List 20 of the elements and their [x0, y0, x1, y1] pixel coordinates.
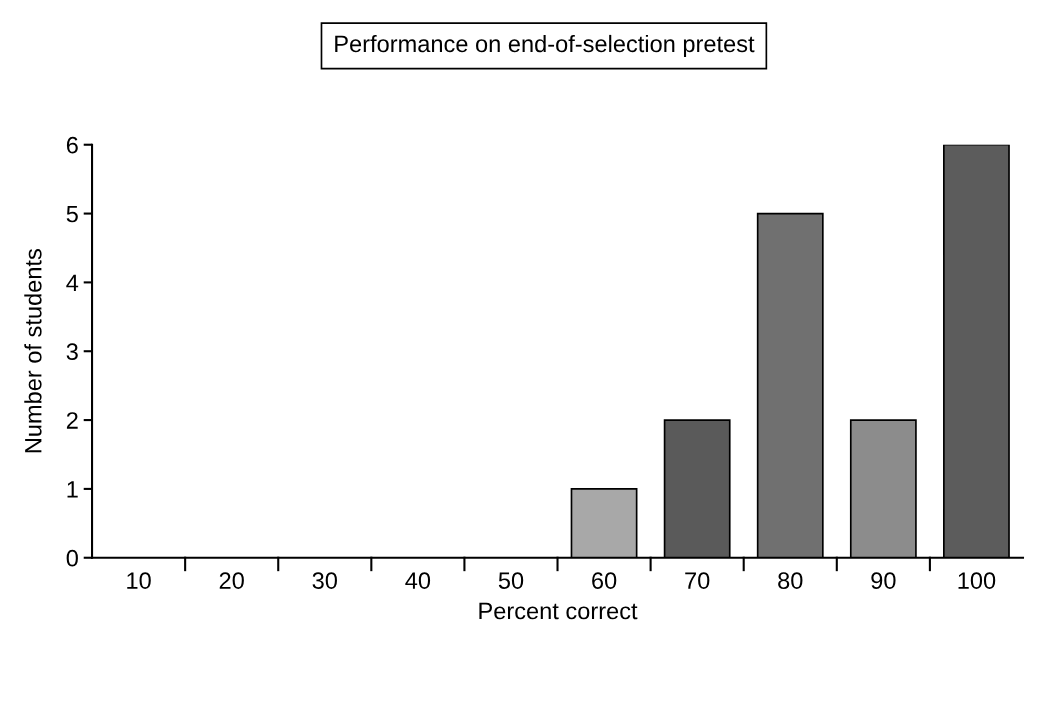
y-tick-label: 6 [66, 136, 78, 154]
y-axis-title: Number of students [24, 249, 42, 453]
x-tick-label: 30 [312, 572, 337, 589]
y-tick-label: 4 [66, 274, 79, 291]
x-axis-title: Percent correct [479, 602, 638, 620]
y-tick-label: 2 [66, 412, 78, 429]
x-tick-label: 90 [871, 572, 896, 589]
x-tick-label: 100 [958, 572, 996, 589]
x-tick-label: 20 [219, 572, 244, 589]
x-tick-label: 40 [405, 572, 431, 589]
x-tick-label: 50 [498, 572, 524, 589]
y-tick-label: 5 [66, 205, 78, 223]
x-tick-label: 80 [778, 572, 803, 589]
y-tick-label: 3 [66, 343, 78, 361]
y-tick-label: 1 [67, 481, 78, 498]
x-tick-label: 70 [685, 572, 710, 589]
x-tick-label: 60 [592, 572, 617, 589]
chart-title: Performance on end-of-selection pretest [335, 34, 755, 57]
y-tick-label: 0 [66, 549, 78, 567]
x-tick-label: 10 [127, 572, 151, 589]
